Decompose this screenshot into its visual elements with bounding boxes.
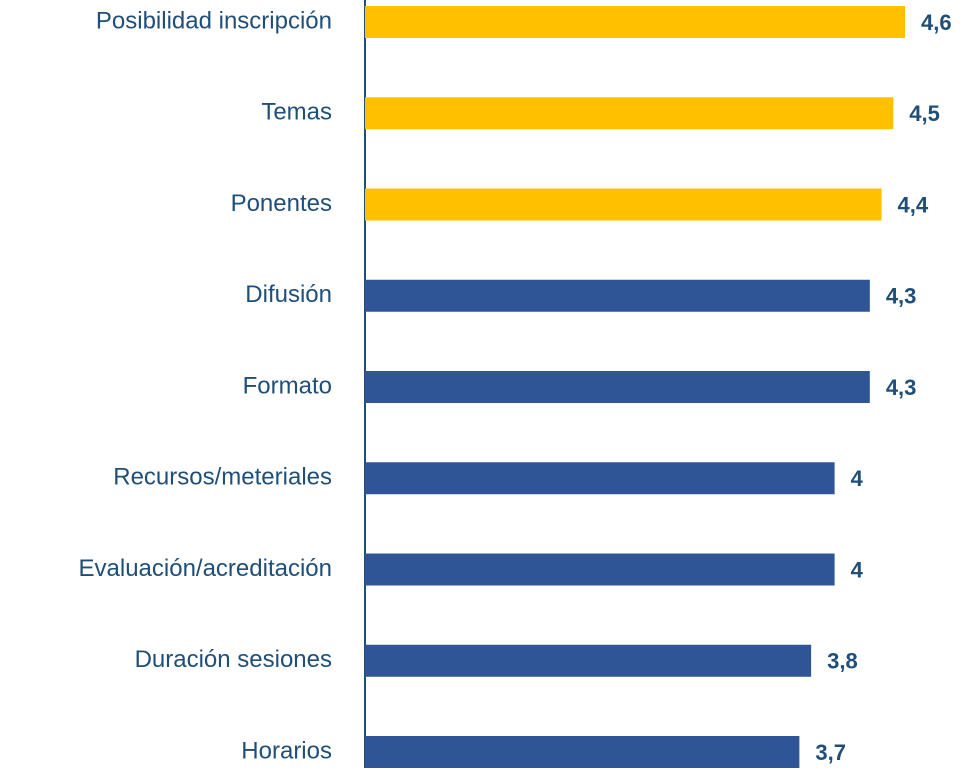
bar [365,97,894,130]
value-label: 4,5 [909,101,940,126]
category-label: Evaluación/acreditación [79,555,333,582]
bar [365,279,870,312]
category-label: Horarios [241,737,332,764]
bar [365,188,882,221]
bar [365,644,812,677]
bar [365,462,835,495]
bar [365,371,870,403]
value-label: 4,3 [886,375,917,400]
value-label: 3,7 [815,740,846,765]
value-label: 4 [851,466,864,491]
category-label: Posibilidad inscripción [96,7,332,34]
bar [365,736,800,768]
category-label: Recursos/meteriales [113,464,332,491]
category-label: Duración sesiones [135,646,332,673]
value-label: 3,8 [827,649,858,674]
category-label: Temas [261,99,332,126]
value-label: 4,6 [921,10,952,35]
category-label: Ponentes [231,190,332,217]
bar [365,553,835,586]
bar [365,6,906,38]
value-label: 4,4 [898,192,929,217]
category-label: Difusión [245,281,332,308]
value-label: 4 [851,557,864,582]
value-label: 4,3 [886,284,917,309]
category-label: Formato [243,372,332,399]
